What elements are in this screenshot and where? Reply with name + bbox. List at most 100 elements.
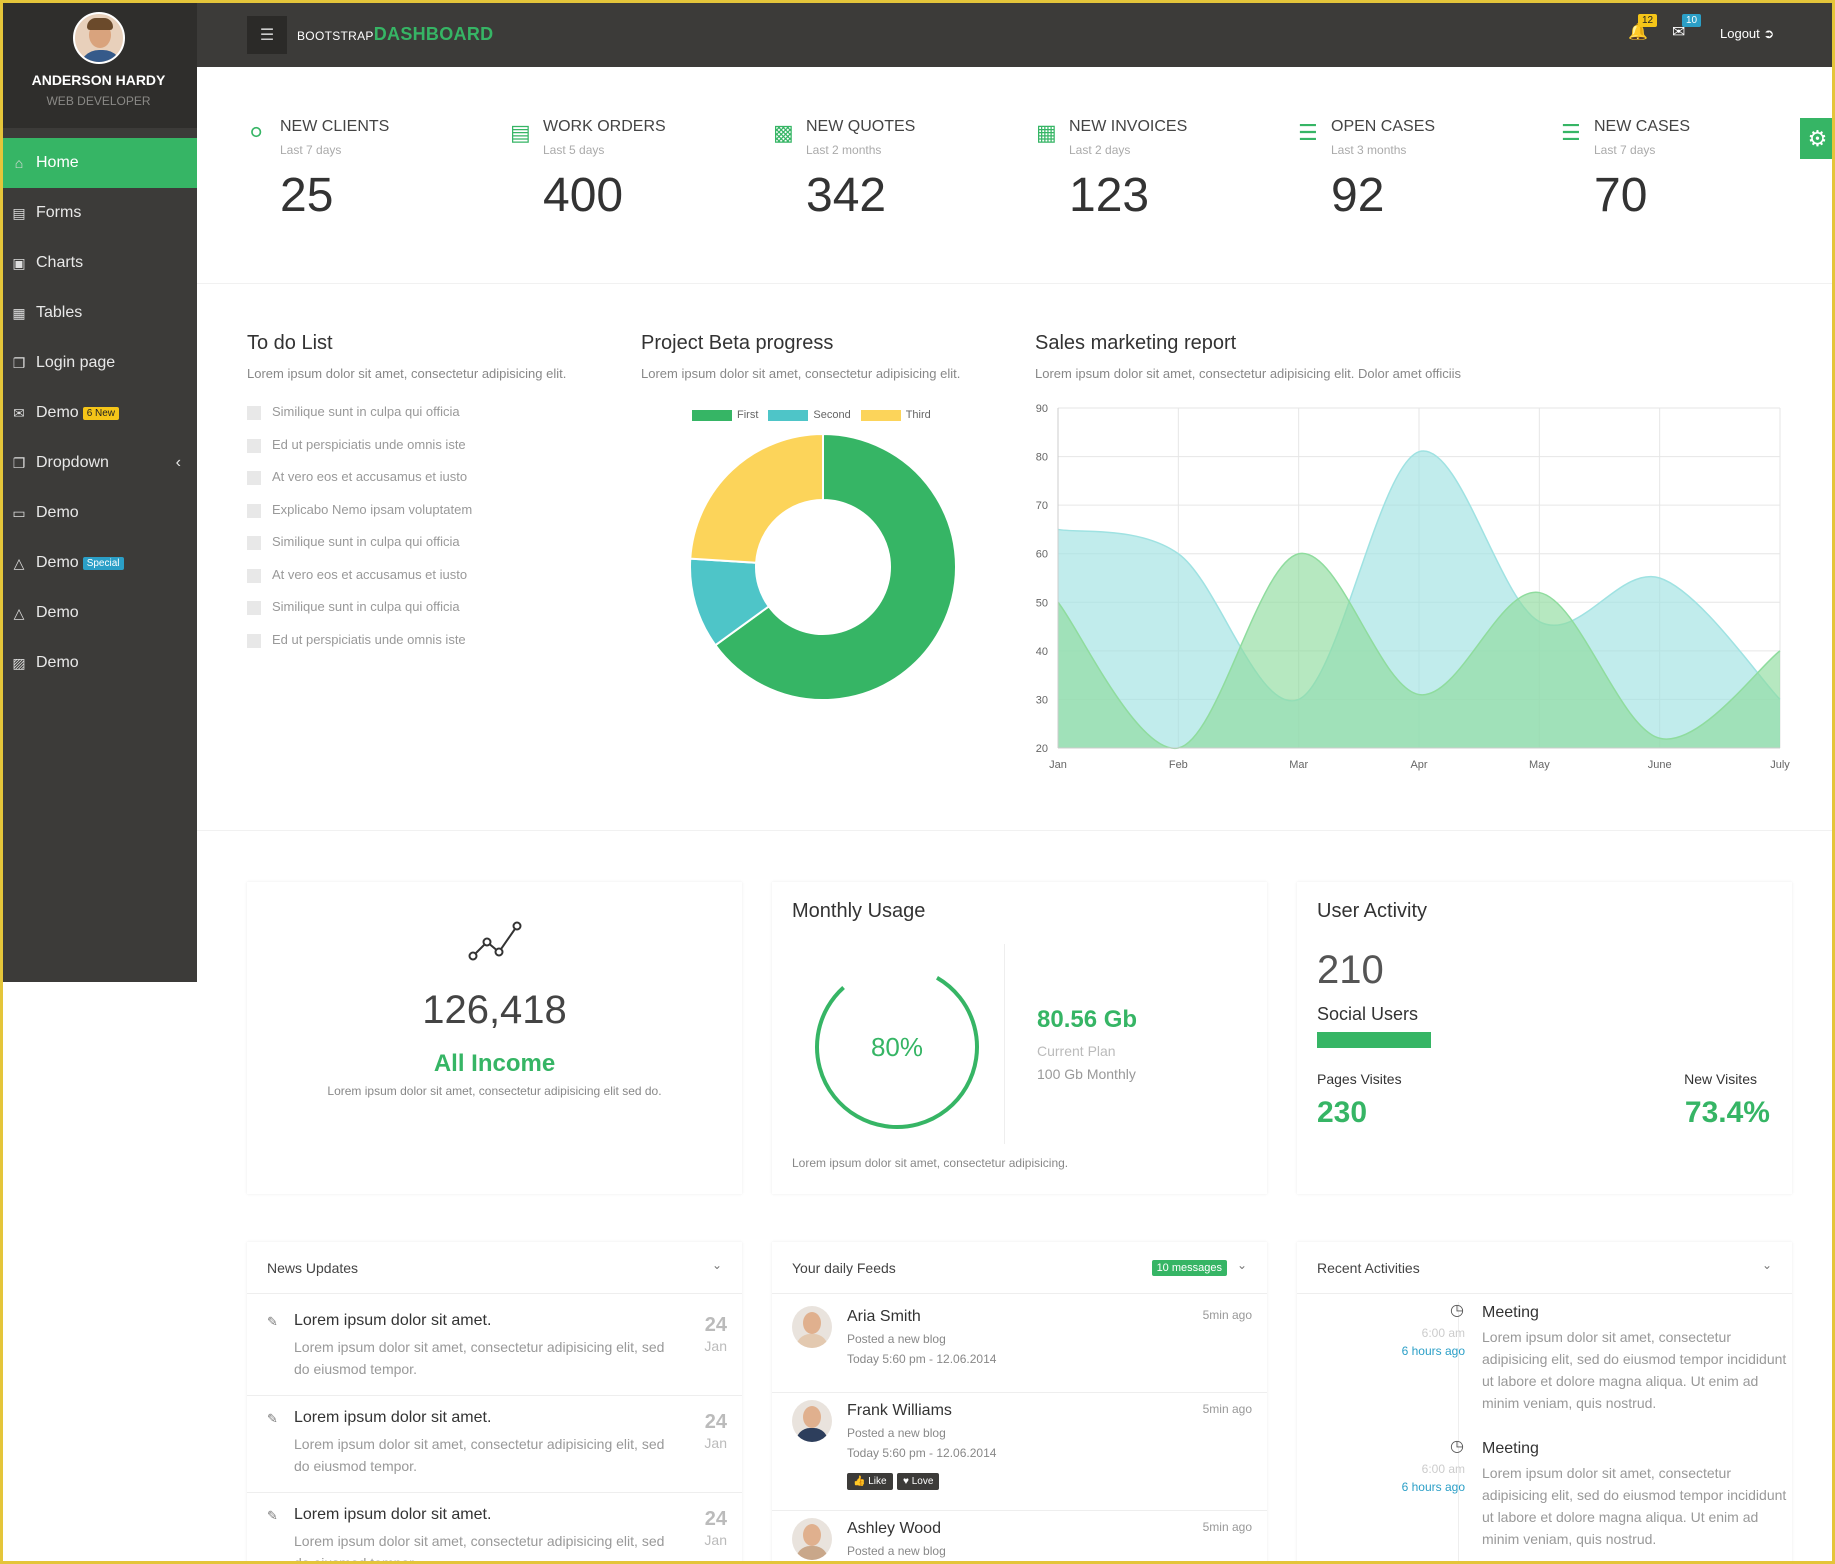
sidebar-item-login-page[interactable]: ❐ Login page <box>0 338 197 388</box>
stat-title: NEW INVOICES <box>1069 118 1188 135</box>
activity-title: User Activity <box>1317 900 1428 922</box>
brand-logo[interactable]: BOOTSTRAPDASHBOARD <box>297 24 493 45</box>
stat-value: 342 <box>806 169 887 222</box>
dropdown-icon: ❐ <box>12 454 26 471</box>
sidebar-item-demo-new[interactable]: ✉ Demo 6 New <box>0 388 197 438</box>
activity-ago[interactable]: 6 hours ago <box>1401 1344 1465 1358</box>
sidebar-item-demo-monitor[interactable]: ▭ Demo <box>0 488 197 538</box>
legend-item[interactable]: First <box>692 409 758 421</box>
todo-item[interactable]: Similique sunt in culpa qui officia <box>247 534 472 567</box>
todo-item[interactable]: Similique sunt in culpa qui officia <box>247 404 472 437</box>
checkbox[interactable] <box>247 633 261 648</box>
social-users-count: 210 <box>1317 948 1384 992</box>
legend-label: Third <box>905 409 931 421</box>
recent-activities-panel: Recent Activities ⌄ ◷ 6:00 am 6 hours ago… <box>1297 1242 1792 1564</box>
checkbox[interactable] <box>247 471 261 485</box>
list-icon: ☰ <box>1298 120 1318 145</box>
social-users-label: Social Users <box>1317 1004 1419 1024</box>
usage-percent: 80% <box>871 1032 923 1062</box>
y-tick-label: 40 <box>1036 646 1048 658</box>
avatar[interactable] <box>792 1400 832 1442</box>
hamburger-menu-button[interactable]: ☰ <box>247 16 287 54</box>
legend-item[interactable]: Third <box>860 409 931 421</box>
donut-slice-third[interactable] <box>690 434 824 564</box>
todo-item[interactable]: At vero eos et accusamus et iusto <box>247 469 472 502</box>
sidebar-item-tables[interactable]: ▦ Tables <box>0 288 197 338</box>
sidebar-item-demo-special[interactable]: △ Demo Special <box>0 538 197 588</box>
activity-ago[interactable]: 6 hours ago <box>1401 1480 1465 1494</box>
chevron-down-icon[interactable]: ⌄ <box>711 1258 722 1272</box>
news-item[interactable]: ✎ Lorem ipsum dolor sit amet. Lorem ipsu… <box>267 1308 727 1405</box>
x-tick-label: June <box>1648 759 1672 771</box>
stat-value: 123 <box>1069 169 1150 222</box>
news-description: Lorem ipsum dolor sit amet, consectetur … <box>294 1339 665 1377</box>
chevron-down-icon[interactable]: ⌄ <box>1761 1258 1772 1272</box>
pages-visites-value: 230 <box>1317 1096 1368 1129</box>
login-icon: ❐ <box>12 354 26 371</box>
sidebar-item-dropdown[interactable]: ❐ Dropdown ‹ <box>0 438 197 488</box>
checkbox[interactable] <box>247 601 261 615</box>
gear-icon: ⚙ <box>1807 125 1828 151</box>
legend-item[interactable]: Second <box>768 409 851 421</box>
sidebar-item-demo-image[interactable]: ▨ Demo <box>0 638 197 688</box>
feed-author[interactable]: Aria Smith <box>847 1308 921 1325</box>
sidebar-item-demo-flask[interactable]: △ Demo <box>0 588 197 638</box>
checkbox[interactable] <box>247 438 261 453</box>
feed-date: Today 5:60 pm - 12.06.2014 <box>847 1352 997 1366</box>
checkbox[interactable] <box>247 503 261 518</box>
sales-subtitle: Lorem ipsum dolor sit amet, consectetur … <box>1035 366 1462 381</box>
news-title: Lorem ipsum dolor sit amet. <box>294 1409 492 1426</box>
donut-slice-first[interactable] <box>714 434 956 700</box>
brand-small-text: BOOTSTRAP <box>297 29 374 43</box>
checkbox[interactable] <box>247 536 261 550</box>
stat-title: NEW CASES <box>1594 118 1691 135</box>
notifications-button[interactable]: 🔔 12 <box>1628 14 1658 42</box>
love-button[interactable]: ♥ Love <box>897 1473 940 1490</box>
profile-role: WEB DEVELOPER <box>46 94 151 108</box>
todo-item[interactable]: Ed ut perspiciatis unde omnis iste <box>247 632 472 665</box>
logout-link[interactable]: Logout ➲ <box>1720 26 1774 42</box>
feed-author[interactable]: Frank Williams <box>847 1402 952 1419</box>
sidebar-item-charts[interactable]: ▣ Charts <box>0 238 197 288</box>
divider <box>1004 944 1005 1144</box>
avatar[interactable] <box>72 12 125 64</box>
feed-author[interactable]: Ashley Wood <box>847 1520 941 1537</box>
beta-title: Project Beta progress <box>641 332 834 354</box>
profile-name: ANDERSON HARDY <box>31 72 166 88</box>
area-series-1-line[interactable] <box>1057 450 1781 702</box>
top-navbar: ☰ BOOTSTRAPDASHBOARD 🔔 12 ✉ 10 Logout ➲ <box>0 0 1835 67</box>
messages-button[interactable]: ✉ 10 <box>1672 14 1702 42</box>
notifications-badge: 12 <box>1638 14 1658 27</box>
avatar[interactable] <box>792 1518 832 1560</box>
news-item[interactable]: ✎ Lorem ipsum dolor sit amet. Lorem ipsu… <box>267 1502 727 1564</box>
sidebar-item-home[interactable]: ⌂ Home <box>0 138 197 188</box>
bell-icon: 🔔 <box>1628 24 1648 41</box>
envelope-icon: ✉ <box>1672 24 1686 41</box>
news-item[interactable]: ✎ Lorem ipsum dolor sit amet. Lorem ipsu… <box>267 1405 727 1502</box>
like-button[interactable]: 👍 Like <box>847 1473 893 1490</box>
todo-item[interactable]: At vero eos et accusamus et iusto <box>247 567 472 600</box>
x-tick-label: July <box>1770 759 1790 771</box>
todo-item[interactable]: Ed ut perspiciatis unde omnis iste <box>247 437 472 470</box>
beta-subtitle: Lorem ipsum dolor sit amet, consectetur … <box>641 366 961 381</box>
usage-progress-ring: 80% <box>815 965 979 1129</box>
checkbox[interactable] <box>247 568 261 583</box>
divider <box>772 1392 1267 1393</box>
brand-big-text: DASHBOARD <box>373 24 494 44</box>
todo-item[interactable]: Explicabo Nemo ipsam voluptatem <box>247 502 472 535</box>
news-day: 24 <box>704 1314 727 1336</box>
stat-value: 70 <box>1594 169 1648 222</box>
news-month: Jan <box>704 1532 727 1548</box>
checkbox[interactable] <box>247 406 261 420</box>
charts-icon: ▣ <box>12 254 26 271</box>
sidebar-item-forms[interactable]: ▤ Forms <box>0 188 197 238</box>
chevron-down-icon[interactable]: ⌄ <box>1236 1258 1247 1272</box>
announcement-icon: ✎ <box>267 1314 278 1329</box>
avatar[interactable] <box>792 1306 832 1348</box>
menu-icon: ☰ <box>259 27 275 44</box>
stat-title: NEW QUOTES <box>806 118 916 135</box>
envelope-icon: ✉ <box>13 404 25 421</box>
stat-subtitle: Last 7 days <box>1594 143 1656 157</box>
todo-item[interactable]: Similique sunt in culpa qui officia <box>247 599 472 632</box>
settings-gear-button[interactable]: ⚙ <box>1800 118 1835 159</box>
